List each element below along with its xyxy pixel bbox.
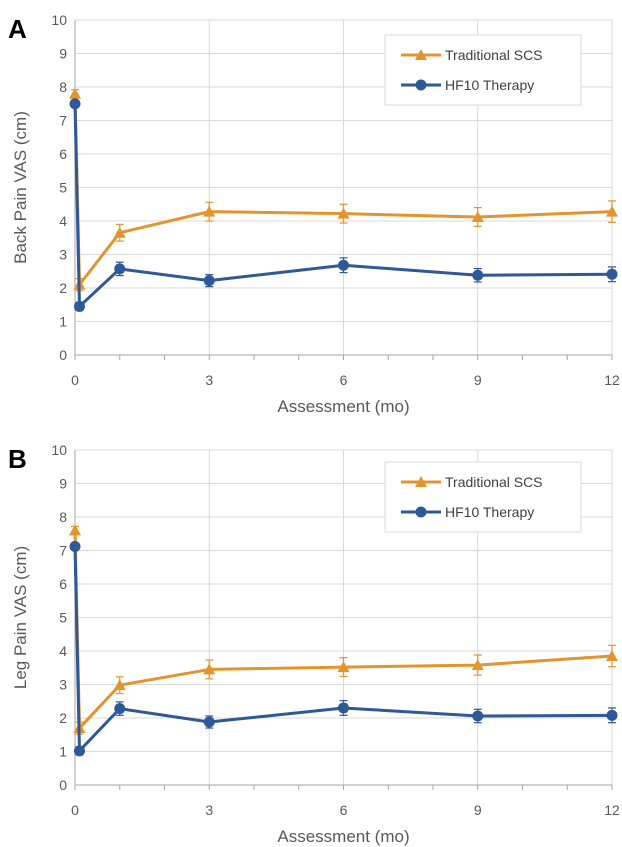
data-point-circle xyxy=(203,275,215,287)
y-tick-label: 8 xyxy=(59,79,67,95)
data-point-circle xyxy=(338,259,349,271)
x-tick-label: 6 xyxy=(340,802,348,818)
legend-label: HF10 Therapy xyxy=(445,77,534,93)
y-tick-label: 6 xyxy=(59,146,67,162)
panel-label: B xyxy=(8,444,27,474)
legend: Traditional SCS HF10 Therapy xyxy=(384,34,582,106)
x-tick-label: 3 xyxy=(205,802,213,818)
legend-marker-circle xyxy=(415,79,427,91)
x-tick-label: 12 xyxy=(604,372,620,388)
y-axis-title: Leg Pain VAS (cm) xyxy=(11,546,30,689)
legend-label: Traditional SCS xyxy=(445,474,543,490)
data-point-circle xyxy=(69,98,81,110)
y-tick-label: 10 xyxy=(51,12,67,28)
data-point-triangle xyxy=(606,205,618,217)
y-tick-label: 5 xyxy=(59,180,67,196)
y-tick-label: 1 xyxy=(59,744,67,760)
data-point-circle xyxy=(338,702,349,714)
legend-label: HF10 Therapy xyxy=(445,504,534,520)
data-point-circle xyxy=(114,703,126,715)
y-tick-label: 8 xyxy=(59,509,67,525)
y-tick-label: 7 xyxy=(59,113,67,129)
legend-box xyxy=(384,461,582,533)
legend: Traditional SCS HF10 Therapy xyxy=(384,461,582,533)
data-point-triangle xyxy=(113,226,126,238)
legend-marker-triangle xyxy=(415,476,427,487)
y-tick-label: 3 xyxy=(59,677,67,693)
legend-label: Traditional SCS xyxy=(445,47,543,63)
data-point-triangle xyxy=(471,210,484,222)
y-tick-label: 9 xyxy=(59,46,67,62)
y-tick-label: 2 xyxy=(59,710,67,726)
data-point-circle xyxy=(203,716,215,728)
data-point-circle xyxy=(73,300,85,312)
y-tick-label: 3 xyxy=(59,247,67,263)
data-point-triangle xyxy=(337,207,350,219)
data-point-triangle xyxy=(337,661,350,673)
data-point-triangle xyxy=(69,524,81,536)
y-axis-title: Back Pain VAS (cm) xyxy=(11,111,30,264)
data-point-triangle xyxy=(203,663,216,675)
data-point-circle xyxy=(114,263,126,275)
data-point-circle xyxy=(472,710,484,722)
data-point-circle xyxy=(73,745,85,757)
data-point-circle xyxy=(472,269,484,281)
y-tick-label: 0 xyxy=(59,347,67,363)
x-tick-label: 0 xyxy=(71,372,79,388)
data-point-triangle xyxy=(113,679,126,691)
y-tick-label: 4 xyxy=(59,213,67,229)
y-tick-label: 10 xyxy=(51,442,67,458)
y-tick-label: 5 xyxy=(59,610,67,626)
data-point-triangle xyxy=(69,87,81,99)
y-tick-label: 4 xyxy=(59,643,67,659)
data-point-triangle xyxy=(606,650,618,662)
x-tick-label: 9 xyxy=(474,372,482,388)
y-tick-label: 2 xyxy=(59,280,67,296)
x-tick-label: 6 xyxy=(340,372,348,388)
data-point-circle xyxy=(606,709,618,721)
data-point-triangle xyxy=(203,205,216,217)
data-point-circle xyxy=(69,540,81,552)
data-point-circle xyxy=(606,268,618,280)
panel-label: A xyxy=(8,14,27,44)
x-tick-label: 0 xyxy=(71,802,79,818)
x-tick-label: 9 xyxy=(474,802,482,818)
series-hf10-therapy xyxy=(69,540,618,757)
legend-marker-triangle xyxy=(415,49,427,60)
x-tick-label: 3 xyxy=(205,372,213,388)
data-point-triangle xyxy=(471,659,484,671)
series-hf10-therapy xyxy=(69,98,618,312)
y-tick-label: 6 xyxy=(59,576,67,592)
y-tick-label: 9 xyxy=(59,476,67,492)
x-tick-label: 12 xyxy=(604,802,620,818)
x-axis-title: Assessment (mo) xyxy=(277,827,409,846)
legend-marker-circle xyxy=(415,506,427,518)
legend-box xyxy=(384,34,582,106)
y-tick-label: 7 xyxy=(59,543,67,559)
y-tick-label: 1 xyxy=(59,314,67,330)
x-axis-title: Assessment (mo) xyxy=(277,397,409,416)
y-tick-label: 0 xyxy=(59,777,67,793)
